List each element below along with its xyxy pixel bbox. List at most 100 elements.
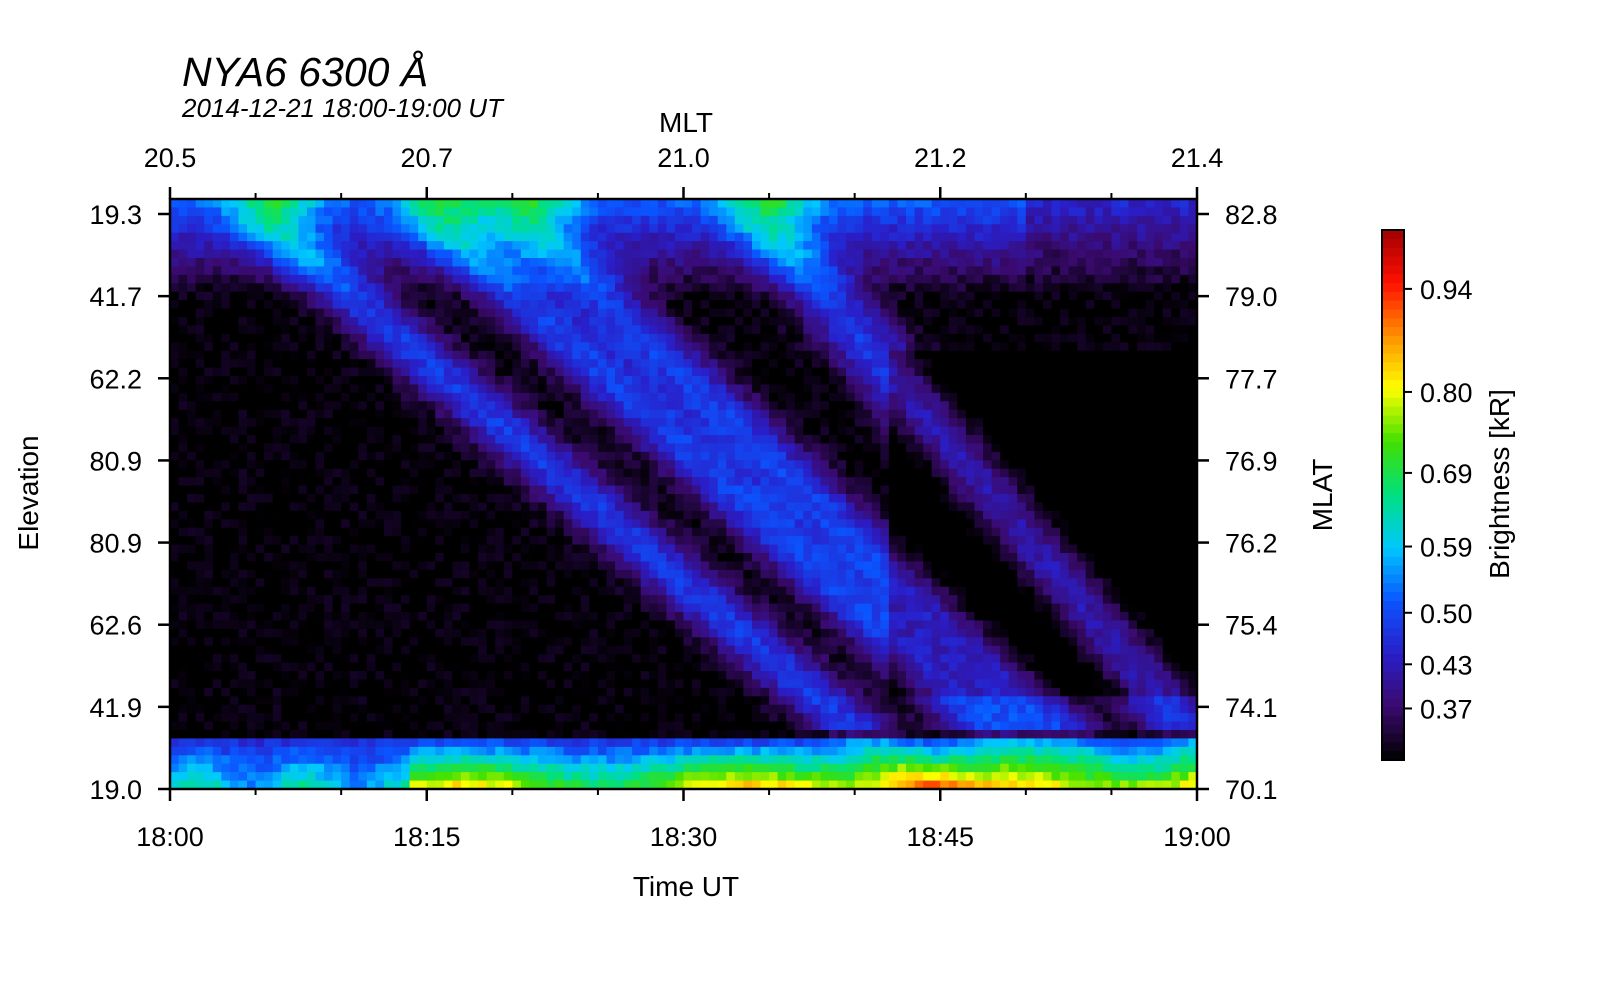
- heatmap-cell: [401, 367, 411, 377]
- heatmap-cell: [572, 721, 582, 731]
- heatmap-cell: [692, 561, 702, 571]
- heatmap-cell: [452, 780, 462, 790]
- heatmap-cell: [383, 376, 394, 386]
- heatmap-cell: [238, 435, 248, 445]
- heatmap-cell: [563, 342, 573, 352]
- heatmap-cell: [221, 536, 231, 546]
- heatmap-cell: [580, 435, 590, 445]
- heatmap-cell: [640, 755, 650, 765]
- heatmap-cell: [726, 300, 736, 310]
- heatmap-cell: [580, 274, 590, 284]
- heatmap-cell: [195, 628, 205, 638]
- heatmap-cell: [597, 283, 608, 293]
- heatmap-cell: [435, 502, 445, 512]
- heatmap-cell: [332, 645, 342, 655]
- heatmap-cell: [683, 249, 693, 259]
- heatmap-cell: [615, 553, 625, 563]
- heatmap-cell: [358, 359, 368, 369]
- heatmap-cell: [247, 671, 257, 681]
- heatmap-cell: [589, 207, 599, 217]
- heatmap-cell: [632, 510, 642, 520]
- heatmap-cell: [187, 603, 197, 613]
- heatmap-cell: [743, 359, 753, 369]
- heatmap-cell: [204, 350, 214, 360]
- heatmap-cell: [366, 418, 376, 428]
- heatmap-cell: [383, 519, 394, 529]
- heatmap-cell: [178, 384, 188, 394]
- heatmap-cell: [709, 258, 719, 268]
- heatmap-cell: [597, 578, 608, 588]
- heatmap-cell: [606, 392, 616, 402]
- heatmap-cell: [632, 317, 642, 327]
- heatmap-cell: [229, 704, 240, 714]
- heatmap-cell: [255, 494, 265, 504]
- heatmap-cell: [298, 510, 308, 520]
- heatmap-cell: [580, 224, 590, 234]
- heatmap-cell: [529, 300, 539, 310]
- heatmap-cell: [375, 451, 385, 461]
- heatmap-cell: [426, 494, 436, 504]
- heatmap-cell: [315, 595, 325, 605]
- heatmap-cell: [589, 468, 599, 478]
- heatmap-cell: [341, 266, 351, 276]
- heatmap-cell: [632, 367, 642, 377]
- heatmap-cell: [195, 477, 205, 487]
- heatmap-cell: [649, 317, 659, 327]
- heatmap-cell: [734, 418, 745, 428]
- heatmap-cell: [341, 232, 351, 242]
- heatmap-cell: [709, 679, 719, 689]
- heatmap-cell: [401, 333, 411, 343]
- heatmap-cell: [649, 409, 659, 419]
- heatmap-cell: [358, 763, 368, 773]
- heatmap-cell: [332, 536, 342, 546]
- heatmap-cell: [572, 536, 582, 546]
- heatmap-cell: [392, 283, 402, 293]
- heatmap-cell: [170, 527, 180, 537]
- heatmap-cell: [597, 199, 608, 209]
- heatmap-cell: [760, 274, 770, 284]
- heatmap-cell: [306, 207, 317, 217]
- heatmap-cell: [349, 477, 359, 487]
- heatmap-cell: [700, 519, 710, 529]
- heatmap-cell: [460, 561, 471, 571]
- heatmap-cell: [212, 367, 222, 377]
- heatmap-cell: [349, 291, 359, 301]
- heatmap-cell: [683, 645, 693, 655]
- heatmap-cell: [272, 451, 282, 461]
- heatmap-cell: [734, 704, 745, 714]
- heatmap-cell: [358, 755, 368, 765]
- heatmap-cell: [769, 561, 779, 571]
- heatmap-cell: [452, 435, 462, 445]
- heatmap-cell: [751, 527, 762, 537]
- heatmap-cell: [238, 671, 248, 681]
- heatmap-cell: [726, 772, 736, 782]
- heatmap-cell: [649, 628, 659, 638]
- heatmap-cell: [281, 485, 291, 495]
- heatmap-cell: [221, 392, 231, 402]
- heatmap-cell: [170, 730, 180, 740]
- heatmap-cell: [555, 603, 565, 613]
- heatmap-cell: [443, 746, 454, 756]
- heatmap-cell: [700, 291, 710, 301]
- heatmap-cell: [452, 654, 462, 664]
- heatmap-cell: [606, 376, 616, 386]
- heatmap-cell: [418, 477, 428, 487]
- heatmap-cell: [683, 367, 693, 377]
- heatmap-cell: [332, 772, 342, 782]
- heatmap-cell: [204, 671, 214, 681]
- heatmap-cell: [383, 645, 394, 655]
- heatmap-cell: [452, 468, 462, 478]
- heatmap-cell: [178, 224, 188, 234]
- heatmap-cell: [717, 426, 727, 436]
- heatmap-cell: [615, 628, 625, 638]
- heatmap-cell: [632, 241, 642, 251]
- heatmap-cell: [623, 502, 633, 512]
- heatmap-cell: [674, 527, 685, 537]
- heatmap-cell: [392, 544, 402, 554]
- heatmap-cell: [469, 460, 479, 470]
- heatmap-cell: [529, 350, 539, 360]
- heatmap-cell: [495, 207, 505, 217]
- heatmap-cell: [555, 291, 565, 301]
- heatmap-cell: [221, 755, 231, 765]
- heatmap-cell: [460, 317, 471, 327]
